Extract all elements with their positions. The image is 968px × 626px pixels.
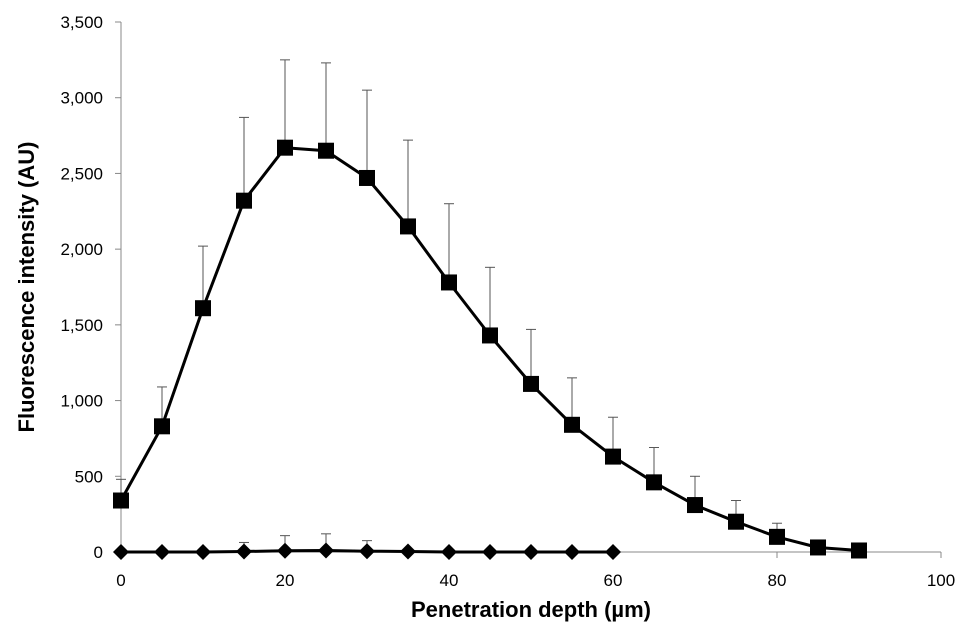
error-bars	[116, 59, 782, 552]
y-tick-label: 500	[75, 467, 103, 486]
diamond-data-point	[441, 544, 457, 560]
square-data-point	[851, 542, 867, 559]
square-data-point	[523, 375, 539, 392]
square-data-point	[154, 418, 170, 435]
diamond-data-point	[154, 544, 170, 560]
series-lines	[119, 146, 860, 554]
ticks: 0 500 1,000 1,500 2,000 2,500 3,000 3,500 0 20 40 6…	[60, 13, 955, 590]
y-tick-label: 3,000	[60, 89, 103, 108]
square-data-point	[728, 513, 744, 530]
x-tick-label: 20	[276, 571, 295, 590]
diamond-data-point	[113, 544, 129, 560]
square-data-point	[318, 142, 334, 159]
diamond-data-point	[318, 542, 334, 559]
x-tick-label: 60	[604, 571, 623, 590]
square-data-point	[810, 539, 826, 556]
square-data-point	[359, 169, 375, 186]
y-tick-label: 2,500	[60, 164, 103, 183]
square-data-point	[277, 139, 293, 156]
square-data-point	[441, 274, 457, 291]
x-tick-label: 80	[768, 571, 787, 590]
y-axis-title: Fluorescence intensity (AU)	[14, 142, 39, 433]
diamond-data-point	[564, 544, 580, 560]
x-axis-title: Penetration depth (µm)	[411, 597, 651, 622]
y-tick-label: 1,500	[60, 316, 103, 335]
x-tick-label: 0	[116, 571, 125, 590]
square-data-point	[646, 474, 662, 491]
y-tick-label: 0	[94, 543, 103, 562]
square-data-point	[769, 528, 785, 545]
diamond-data-point	[195, 544, 211, 560]
axes	[120, 22, 941, 553]
y-tick-label: 2,000	[60, 240, 103, 259]
square-data-point	[605, 448, 621, 465]
square-data-point	[195, 300, 211, 317]
x-tick-label: 100	[927, 571, 955, 590]
diamond-data-point	[523, 544, 539, 560]
square-data-point	[564, 416, 580, 433]
diamond-data-point	[277, 542, 293, 559]
series-markers	[113, 139, 867, 560]
y-tick-label: 3,500	[60, 13, 103, 32]
diamond-data-point	[400, 543, 416, 560]
diamond-data-point	[236, 543, 252, 560]
square-data-point	[236, 192, 252, 209]
x-tick-label: 40	[440, 571, 459, 590]
diamond-data-point	[359, 543, 375, 560]
diamond-data-point	[482, 544, 498, 560]
square-data-point	[687, 497, 703, 514]
square-data-point	[113, 492, 129, 509]
series-line-1	[119, 146, 860, 552]
square-data-point	[482, 327, 498, 344]
diamond-data-point	[605, 544, 621, 560]
y-tick-label: 1,000	[60, 392, 103, 411]
square-data-point	[400, 218, 416, 235]
